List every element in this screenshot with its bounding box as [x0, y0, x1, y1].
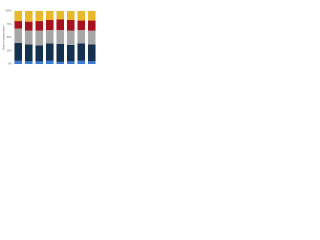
bar-segment	[56, 43, 65, 62]
y-tick-label: 0%	[8, 63, 12, 66]
bar-segment	[56, 30, 65, 44]
bar-segment	[45, 20, 54, 31]
bar-segment	[87, 30, 96, 45]
bar-segment	[87, 61, 96, 64]
y-tick-label: 50%	[7, 36, 13, 39]
bar-segment	[35, 21, 44, 31]
bar-segment	[14, 60, 23, 64]
bar-segment	[56, 61, 65, 64]
bar-segment	[45, 11, 54, 21]
y-tick-label: 75%	[7, 23, 13, 26]
bar-segment	[77, 30, 86, 44]
bar-segment	[35, 61, 44, 64]
bar-segment	[14, 28, 23, 43]
bar-segment	[87, 20, 96, 31]
bar-segment	[56, 19, 65, 31]
bar-segment	[77, 11, 86, 21]
bar-segment	[66, 30, 75, 45]
y-axis-title: Share of respondents	[2, 25, 6, 51]
bar-segment	[14, 11, 23, 22]
bar-segment	[77, 60, 86, 64]
bar-segment	[66, 20, 75, 31]
bar-segment	[14, 42, 23, 61]
bar-segment	[24, 44, 33, 62]
bar-segment	[87, 11, 96, 21]
chart: Share of respondents 0% 25% 50% 75% 100%	[2, 10, 97, 66]
bar-segment	[45, 43, 54, 61]
y-tick-label: 100%	[5, 10, 12, 13]
bar-segment	[66, 11, 75, 21]
bar-segment	[14, 21, 23, 29]
bar-segment	[35, 30, 44, 46]
bar-segment	[66, 44, 75, 62]
page: {"chart_data": {"type": "stacked_bar_per…	[0, 0, 100, 71]
bar-segment	[77, 20, 86, 31]
bar-segment	[66, 61, 75, 64]
bar-segment	[45, 30, 54, 44]
bar-segment	[35, 45, 44, 62]
bar-segment	[24, 11, 33, 22]
bar-segment	[35, 11, 44, 22]
bar-segment	[77, 43, 86, 61]
bar-segment	[87, 44, 96, 62]
bar-segment	[24, 30, 33, 45]
bar-segment	[24, 21, 33, 31]
bar-segment	[56, 11, 65, 20]
y-tick-label: 25%	[7, 49, 13, 52]
bar-segment	[45, 60, 54, 64]
bar-segment	[24, 61, 33, 64]
